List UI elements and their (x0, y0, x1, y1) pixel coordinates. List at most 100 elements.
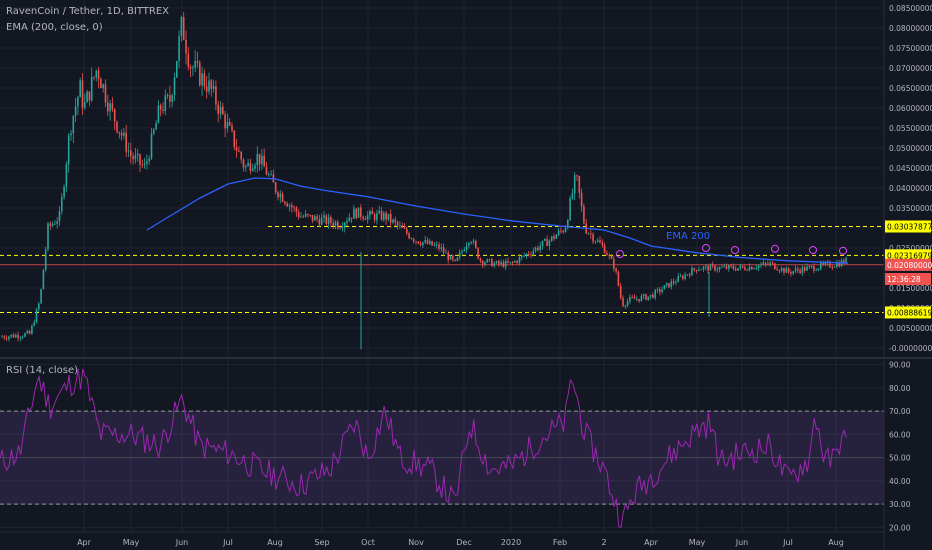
candle-body (787, 268, 790, 273)
candle-body (19, 337, 22, 339)
candle-body (157, 105, 160, 124)
candle-body (136, 154, 139, 156)
rsi-study-label[interactable]: RSI (14, close) (6, 365, 78, 376)
candle-body (97, 70, 100, 80)
candle-body (56, 221, 58, 224)
candle-body (127, 150, 130, 152)
candlestick-series[interactable] (1, 11, 847, 350)
price-tick-label: 0.03500000 (889, 204, 932, 213)
time-label: Jun (735, 538, 749, 547)
time-axis[interactable]: Apr May Jun Jul Aug Sep Oct Nov Dec 2020 Feb 2 Apr Ma… (77, 538, 844, 547)
candle-body (705, 265, 707, 267)
candle-body (564, 228, 567, 233)
candle-body (590, 233, 592, 235)
candle-body (355, 208, 357, 218)
candle-body (601, 242, 604, 246)
candle-body (684, 274, 686, 279)
candle-body (125, 132, 127, 152)
price-level-tag (885, 249, 931, 262)
rsi-line[interactable] (0, 368, 847, 529)
candle-body (412, 238, 415, 242)
candle-body (410, 238, 413, 239)
candle-body (675, 282, 677, 283)
rsi-tick-label: 20.00 (889, 523, 911, 532)
candle-body (493, 263, 495, 267)
candle-body (256, 153, 259, 166)
candle-body (716, 269, 719, 271)
candle-body (28, 330, 31, 334)
candle-body (679, 276, 682, 277)
candle-body (371, 211, 374, 215)
candle-body (741, 265, 744, 268)
candle-body (527, 253, 530, 255)
candle-body (394, 219, 397, 223)
candle-body (686, 274, 689, 276)
candle-body (573, 175, 576, 194)
time-label: Apr (644, 538, 659, 547)
candle-body (518, 257, 521, 263)
ema-line-path[interactable] (146, 177, 849, 264)
candle-body (162, 109, 164, 112)
candle-body (304, 213, 307, 217)
candle-body (42, 269, 45, 290)
candle-body (408, 233, 410, 239)
candle-body (113, 109, 116, 122)
candle-body (801, 267, 804, 274)
candle-body (762, 262, 765, 265)
horizontal-levels[interactable] (0, 225, 884, 313)
candle-body (746, 269, 748, 271)
candle-body (148, 158, 150, 162)
rsi-line-path[interactable] (0, 368, 847, 529)
candle-body (150, 133, 153, 159)
candle-body (178, 36, 180, 62)
candle-body (134, 155, 137, 160)
symbol-title[interactable]: RavenCoin / Tether, 1D, BITTREX (6, 6, 169, 17)
candle-body (107, 102, 109, 112)
candle-body (615, 268, 617, 272)
candle-body (755, 268, 758, 269)
candle-body (210, 80, 213, 90)
candle-body (836, 262, 838, 267)
candle-body (171, 95, 173, 102)
candle-body (286, 203, 288, 207)
candle-body (242, 159, 245, 168)
time-label: Apr (77, 538, 92, 547)
candle-body (215, 86, 217, 105)
rsi-scale[interactable]: 90.00 80.00 70.00 60.00 50.00 40.00 30.00 20.00 (889, 361, 911, 533)
ema-200-line[interactable] (146, 177, 849, 264)
price-level-tag (885, 258, 931, 271)
candle-body (481, 260, 484, 265)
candle-body (72, 115, 75, 134)
candle-body (63, 186, 65, 198)
candle-body (592, 234, 594, 242)
candle-body (580, 192, 583, 207)
candle-body (132, 156, 134, 160)
price-scale[interactable]: 0.08500000 0.08000000 0.07500000 0.07000000… (889, 4, 932, 353)
candle-body (822, 263, 824, 265)
candle-body (709, 264, 712, 271)
ema-study-label[interactable]: EMA (200, close, 0) (6, 22, 103, 33)
candle-body (785, 268, 788, 273)
candle-body (5, 338, 8, 340)
time-label: Feb (553, 538, 567, 547)
candle-body (86, 91, 88, 103)
candle-body (433, 244, 436, 246)
candle-body (8, 336, 10, 340)
rsi-tick-label: 90.00 (889, 361, 911, 370)
candle-body (507, 260, 509, 263)
candle-body (222, 106, 224, 115)
candle-body (594, 241, 597, 243)
price-tick-label: -0.00000000 (889, 344, 932, 353)
candle-body (778, 270, 781, 271)
candle-body (631, 297, 633, 298)
candle-body (15, 334, 17, 338)
candle-body (61, 197, 63, 212)
candle-body (357, 207, 360, 218)
candle-body (406, 228, 408, 234)
candle-body (231, 125, 233, 131)
candle-body (599, 240, 601, 243)
candle-body (51, 223, 54, 226)
candle-body (619, 285, 622, 298)
candle-body (58, 211, 61, 222)
